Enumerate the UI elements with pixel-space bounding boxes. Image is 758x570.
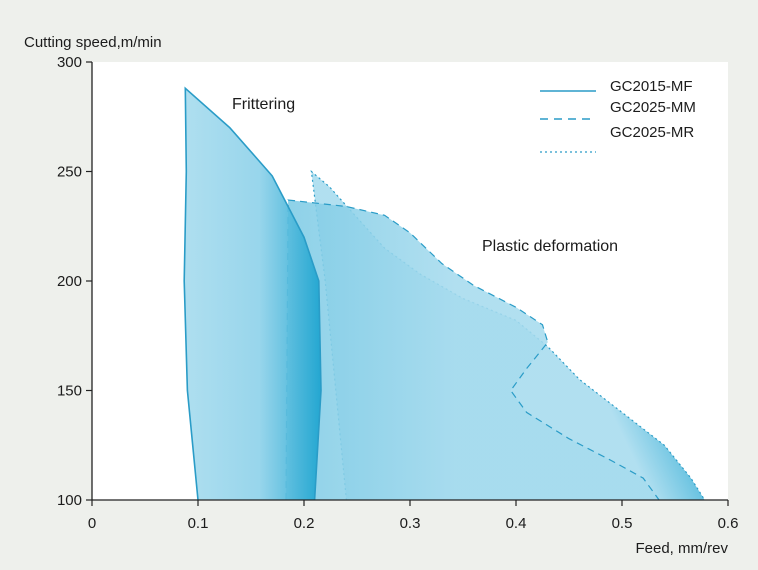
x-tick-label: 0.6 [718, 515, 739, 532]
y-tick-label: 300 [57, 54, 82, 71]
legend-label-gc2025-mr: GC2025-MR [610, 124, 694, 141]
x-tick-label: 0.3 [400, 515, 421, 532]
x-tick-label: 0.5 [612, 515, 633, 532]
y-axis-label: Cutting speed,m/min [24, 34, 162, 51]
x-tick-label: 0.1 [188, 515, 209, 532]
y-tick-label: 150 [57, 383, 82, 400]
boundary-gc2015-mf [183, 86, 322, 501]
annotation-plastic-deformation: Plastic deformation [482, 238, 618, 255]
legend-label-gc2025-mm: GC2025-MM [610, 99, 696, 116]
y-tick-label: 250 [57, 164, 82, 181]
x-axis-label: Feed, mm/rev [635, 540, 728, 557]
legend-label-gc2015-mf: GC2015-MF [610, 78, 693, 95]
x-tick-label: 0 [88, 515, 96, 532]
y-tick-label: 200 [57, 273, 82, 290]
series-layer [183, 86, 706, 501]
area-gc2025-mm [286, 200, 660, 500]
area-gc2015-mf [184, 88, 321, 501]
axis-layer: 100 150 200 250 300 0 0.1 0.2 0.3 0.4 0.5 0.6 [57, 54, 738, 532]
annotation-frittering: Frittering [232, 96, 295, 113]
y-tick-label: 100 [57, 492, 82, 509]
x-tick-label: 0.2 [294, 515, 315, 532]
legend: GC2015-MF GC2025-MM GC2025-MR [540, 78, 696, 153]
x-tick-label: 0.4 [506, 515, 527, 532]
boundary-gc2025-mm [285, 199, 660, 501]
